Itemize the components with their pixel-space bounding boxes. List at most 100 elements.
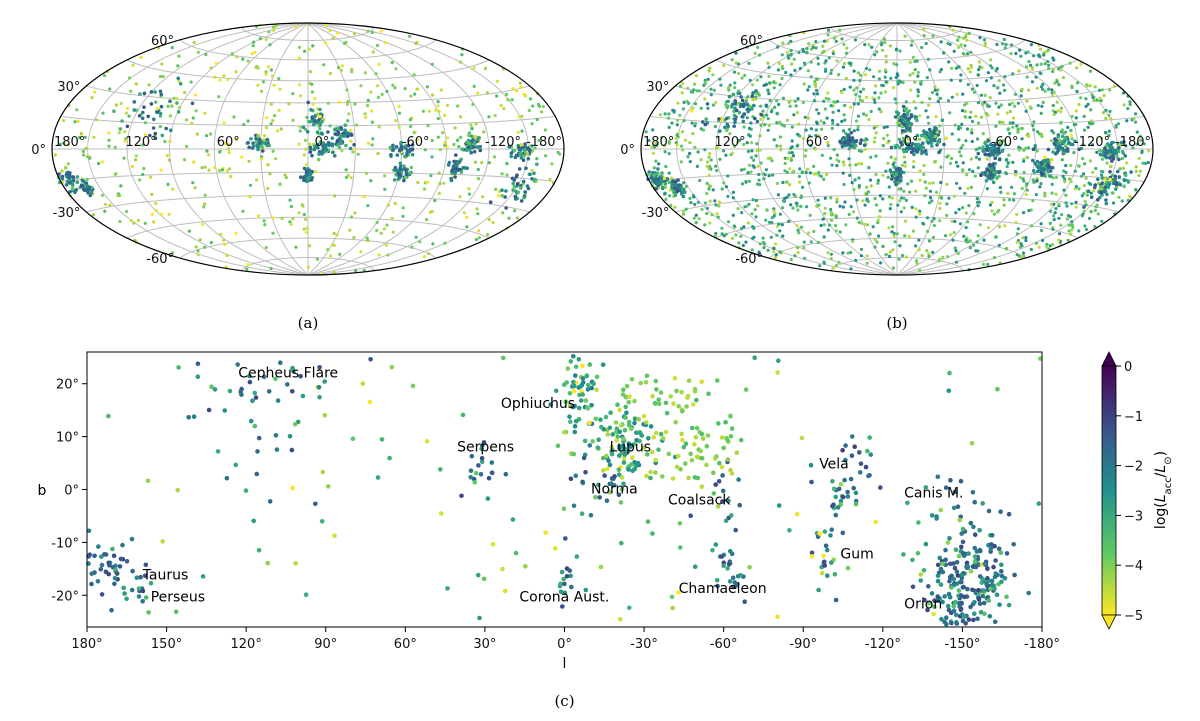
panelA-point: [352, 31, 356, 36]
panelB-point: [781, 206, 785, 210]
panelB-point: [842, 42, 846, 47]
panelB-point: [979, 173, 983, 177]
panelB-point: [934, 190, 939, 194]
panelA-point: [254, 140, 259, 144]
panelA-point: [379, 231, 383, 235]
panel-c-point: [96, 544, 101, 549]
panel-c-point: [1038, 356, 1043, 361]
panelB-point: [1031, 147, 1036, 152]
panel-c-point: [664, 410, 670, 416]
panelB-point: [1050, 129, 1054, 133]
panelA-point: [142, 166, 146, 171]
panel-c-x-tick-label: 60°: [394, 637, 417, 652]
panel-c-point: [978, 548, 983, 554]
panelB-point: [797, 50, 801, 55]
panelB-point: [991, 180, 996, 185]
panelB-point: [1060, 158, 1064, 162]
panelB-point: [951, 238, 955, 242]
panelB-point: [747, 126, 752, 130]
panelB-point: [1031, 123, 1035, 128]
panel-c-point: [961, 551, 966, 556]
panelB-point: [1061, 76, 1066, 80]
panelA-point: [356, 152, 360, 156]
panelB-point: [964, 139, 968, 143]
panel-c-point: [953, 599, 958, 605]
panelA-point: [168, 139, 172, 144]
panelA-point: [454, 153, 458, 157]
panelB-point: [1108, 88, 1112, 92]
panelB-point: [840, 91, 844, 95]
panelA-lat-label: -30°: [53, 206, 81, 221]
panelB-point: [1095, 150, 1099, 154]
panelB-point: [703, 148, 707, 152]
panel-c-point: [674, 388, 679, 394]
panelB-point: [747, 179, 752, 183]
panelB-point: [1025, 155, 1029, 160]
panelA-point: [513, 209, 517, 213]
panelB-point: [715, 212, 719, 216]
panelB-point: [1016, 130, 1020, 134]
panelB-point: [1057, 83, 1061, 87]
panelB-point: [755, 78, 759, 82]
panelB-point: [663, 181, 668, 186]
panelB-point: [755, 149, 760, 153]
panelA-point: [377, 125, 381, 129]
panelB-point: [806, 69, 810, 73]
panelA-point: [331, 36, 335, 40]
panelB-point: [924, 41, 928, 46]
panel-c-point: [720, 473, 725, 478]
panel-c-point: [980, 593, 985, 599]
panelA-point: [523, 144, 527, 149]
panel-c-point: [663, 429, 669, 435]
panelA-point: [250, 52, 254, 56]
panelB-point: [1029, 224, 1034, 228]
panelB-point: [1126, 180, 1131, 184]
panelB-point: [1128, 100, 1132, 104]
panel-c-point: [719, 464, 725, 470]
panelB-point: [752, 158, 756, 162]
panelB-point: [1099, 184, 1103, 189]
panelB-point: [681, 81, 685, 86]
panelB-point: [997, 225, 1002, 229]
panelA-point: [183, 158, 187, 162]
panelB-point: [768, 156, 773, 160]
panelB-point: [991, 149, 995, 154]
panel-c-point: [706, 391, 711, 397]
panelA-point: [246, 119, 250, 123]
panelB-point: [856, 102, 860, 106]
panel-c-point: [248, 418, 254, 424]
panelA-lon-label: 180°: [54, 135, 85, 150]
panelB-point: [756, 91, 760, 95]
panel-c-point: [624, 383, 630, 389]
panelA-point: [359, 250, 363, 254]
panel-c-point: [823, 543, 829, 549]
panelA-point: [517, 148, 522, 152]
panelB-point: [775, 181, 780, 186]
panelB-point: [807, 181, 811, 185]
panelB-point: [1032, 180, 1036, 184]
panelB-point: [873, 100, 877, 104]
panelB-point: [1057, 238, 1061, 242]
panelA-point: [294, 25, 298, 29]
panelB-point: [1054, 207, 1058, 211]
panelA-point: [313, 96, 317, 101]
panelB-point: [785, 170, 789, 174]
panelB-point: [872, 140, 876, 144]
panelB-point: [779, 148, 783, 152]
panelA-point: [203, 165, 207, 169]
panel-c-x-tick-label: -180°: [1024, 637, 1060, 652]
panelA-point: [138, 92, 142, 96]
panelB-point: [1046, 147, 1051, 152]
panel-c-point: [628, 426, 634, 432]
panelB-point: [865, 197, 869, 201]
panelB-point: [775, 121, 779, 125]
panelA-point: [158, 125, 162, 129]
panelB-point: [957, 150, 962, 154]
panel-c-point: [669, 594, 675, 600]
panelB-point: [1069, 128, 1073, 133]
panelB-point: [786, 54, 790, 58]
panelB-point: [976, 166, 980, 170]
panelB-point: [758, 134, 762, 138]
panelA-point: [543, 128, 548, 132]
panel-c-point: [993, 558, 998, 563]
